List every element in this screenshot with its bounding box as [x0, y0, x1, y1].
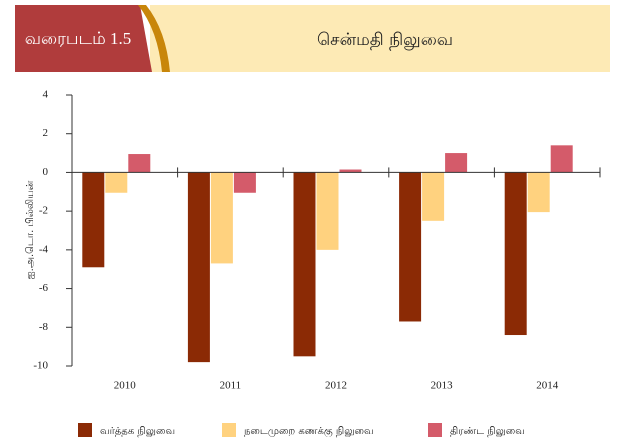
chart-title: சென்மதி நிலுவை	[317, 30, 453, 51]
bar	[339, 169, 362, 173]
figure-label: வரைபடம் 1.5	[25, 29, 132, 48]
x-tick-label: 2010	[114, 380, 137, 392]
x-tick-label: 2013	[431, 380, 454, 392]
y-tick-label: 0	[43, 166, 49, 178]
bar	[128, 154, 151, 173]
bar	[550, 145, 573, 173]
legend-label: திரண்ட நிலுவை	[450, 426, 525, 437]
bar	[445, 153, 468, 173]
bar	[293, 172, 316, 357]
label-box	[15, 5, 152, 72]
y-tick-label: -8	[39, 321, 49, 333]
y-tick-label: 4	[43, 89, 49, 101]
bar	[399, 172, 422, 322]
y-tick-label: 2	[43, 127, 49, 139]
banner-stripe	[138, 5, 170, 72]
y-tick-label: -2	[39, 205, 48, 217]
x-tick-label: 2014	[536, 380, 559, 392]
bar	[527, 172, 550, 213]
legend-swatch	[222, 423, 236, 437]
bar	[105, 172, 128, 193]
bar	[233, 172, 256, 193]
x-tick-label: 2011	[220, 380, 242, 392]
y-tick-label: -10	[33, 360, 48, 372]
y-tick-label: -4	[39, 243, 49, 255]
y-axis-label: ஐ.அ.டொ. பில்லியன்	[25, 180, 36, 279]
bar	[316, 172, 339, 250]
y-tick-label: -6	[39, 282, 49, 294]
bar	[210, 172, 233, 264]
bar	[504, 172, 527, 336]
legend-swatch	[78, 423, 92, 437]
bar	[82, 172, 105, 268]
bar	[187, 172, 210, 363]
bar	[422, 172, 445, 221]
legend-label: நடைமுறை கணக்கு நிலுவை	[244, 426, 374, 438]
title-banner	[150, 5, 610, 72]
legend-swatch	[428, 423, 442, 437]
legend-label: வர்த்தக நிலுவை	[100, 426, 175, 437]
x-tick-label: 2012	[325, 380, 347, 392]
